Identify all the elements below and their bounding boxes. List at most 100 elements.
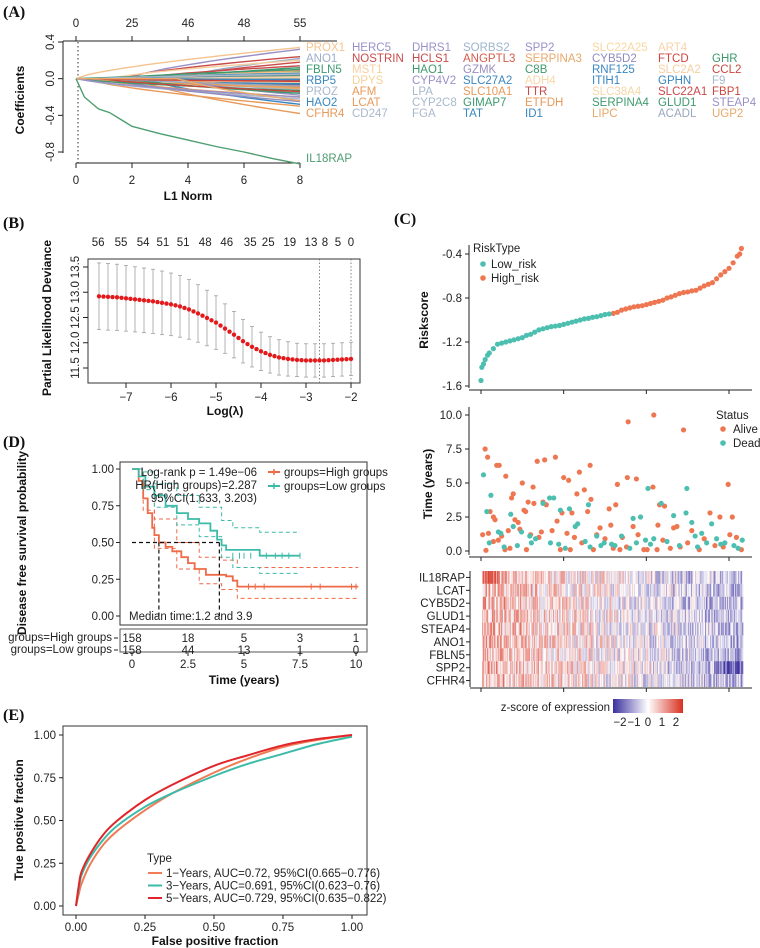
heatmap-cell [735, 571, 737, 584]
time-point-dead [562, 545, 568, 551]
heatmap-cell [740, 596, 742, 610]
heatmap-cell [555, 674, 557, 687]
heatmap-cell [611, 609, 613, 623]
heatmap-cell [538, 635, 541, 649]
heatmap-cell [736, 635, 738, 649]
heatmap-cell [719, 609, 721, 623]
heatmap-cell [569, 674, 571, 687]
heatmap-cell [695, 609, 698, 623]
heatmap-cell [640, 609, 642, 623]
heatmap-cell [485, 596, 487, 610]
heatmap-cell [608, 583, 610, 597]
heatmap-cell [627, 635, 629, 649]
heatmap-cell [513, 583, 515, 597]
heatmap-cell [511, 596, 513, 610]
heatmap-cell [695, 648, 697, 662]
heatmap-cell [493, 583, 495, 597]
heatmap-cell [498, 609, 500, 623]
heatmap-cell [702, 674, 704, 687]
heatmap-cell [683, 596, 685, 610]
heatmap-cell [608, 661, 610, 675]
heatmap-cell [733, 622, 736, 636]
heatmap-cell [494, 596, 496, 610]
heatmap-cell [643, 635, 645, 649]
heatmap-cell [558, 648, 560, 662]
heatmap-cell [685, 571, 687, 584]
heatmap-cell [640, 635, 642, 649]
heatmap-cell [571, 674, 573, 687]
heatmap-cell [557, 583, 560, 597]
heatmap-cell [722, 571, 724, 584]
heatmap-cell [700, 609, 703, 623]
heatmap-cell [524, 622, 526, 636]
heatmap-cell [690, 596, 692, 610]
heatmap-cell [552, 596, 554, 610]
heatmap-cell [489, 622, 491, 636]
heatmap-cell [718, 583, 720, 597]
top-axis-label: 46 [182, 18, 195, 30]
heatmap-cell [539, 622, 541, 636]
heatmap-cell [691, 596, 693, 610]
heatmap-cell [638, 583, 641, 597]
heatmap-cell [536, 622, 538, 636]
heatmap-cell [684, 609, 686, 623]
heatmap-cell [509, 648, 511, 662]
heatmap-cell [689, 609, 691, 623]
heatmap-cell [596, 674, 598, 687]
heatmap-cell [696, 583, 698, 597]
heatmap-cell [663, 596, 665, 610]
heatmap-cell [619, 648, 622, 662]
heatmap-cell [595, 571, 597, 584]
risk-point-high_risk [737, 251, 743, 257]
heatmap-cell [488, 609, 490, 623]
heatmap-cell [731, 661, 733, 675]
heatmap-cell [487, 571, 489, 584]
heatmap-cell [529, 635, 532, 649]
heatmap-cell [684, 648, 686, 662]
heatmap-cell [730, 609, 732, 623]
heatmap-cell [643, 622, 645, 636]
heatmap-cell [526, 674, 528, 687]
time-point-dead [630, 515, 636, 521]
heatmap-cell [483, 609, 485, 623]
heatmap-cell [690, 583, 693, 597]
heatmap-cell [507, 622, 509, 636]
heatmap-cell [595, 583, 597, 597]
heatmap-cell [692, 635, 694, 649]
heatmap-cell [668, 571, 670, 584]
heatmap-cell [621, 571, 623, 584]
deviance-point [326, 357, 331, 363]
heatmap-cell [530, 648, 532, 662]
heatmap-cell [622, 622, 624, 636]
heatmap-cell [728, 661, 730, 675]
heatmap-cell [550, 635, 552, 649]
heatmap-cell [503, 583, 505, 597]
heatmap-cell [653, 596, 655, 610]
heatmap-cell [516, 622, 518, 636]
heatmap-cell [522, 648, 524, 662]
gene-label: GPHN [658, 75, 691, 87]
heatmap-cell [585, 571, 587, 584]
y-tick-label: -0.4 [442, 249, 462, 261]
heatmap-cell [543, 571, 546, 584]
heatmap-cell [603, 571, 605, 584]
ci-upper-line [132, 468, 300, 533]
heatmap-cell [738, 661, 740, 675]
heatmap-cell [550, 609, 552, 623]
heatmap-cell [515, 648, 517, 662]
time-point-dead [671, 513, 677, 519]
heatmap-cell [638, 622, 640, 636]
time-point-alive [531, 500, 537, 506]
heatmap-cell [667, 583, 669, 597]
heatmap-cell [671, 635, 673, 649]
heatmap-cell [567, 583, 570, 597]
heatmap-cell [593, 571, 595, 584]
heatmap-cell [675, 648, 677, 662]
heatmap-cell [601, 622, 603, 636]
heatmap-cell [620, 622, 622, 636]
heatmap-cell [588, 609, 590, 623]
heatmap-cell [683, 609, 685, 623]
heatmap-cell [487, 609, 489, 623]
heatmap-cell [505, 648, 508, 662]
heatmap-cell [600, 661, 603, 675]
